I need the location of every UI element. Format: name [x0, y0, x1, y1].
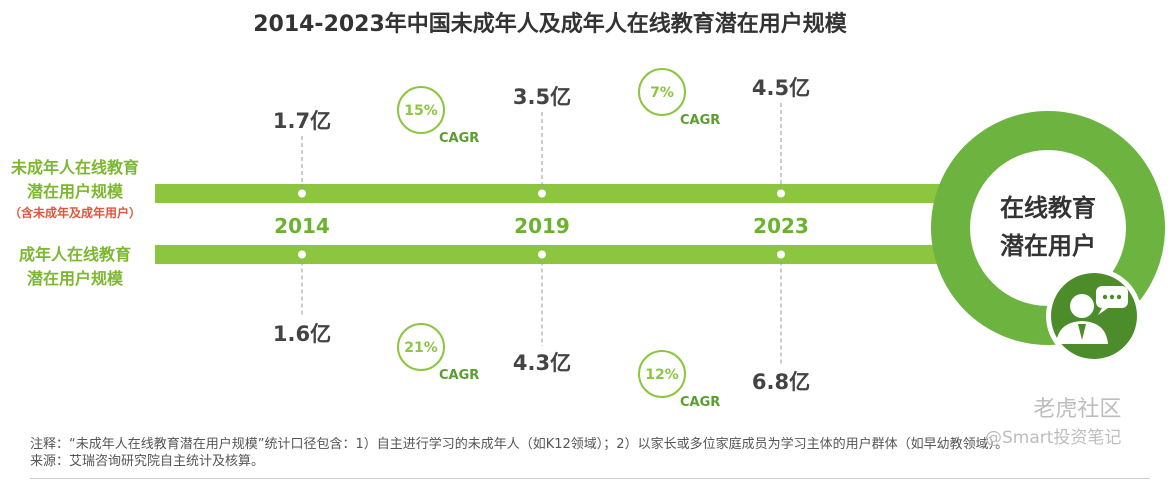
row-label-adults-line1: 成年人在线教育: [18, 245, 131, 264]
watermark: 老虎社区 @Smart投资笔记: [985, 396, 1121, 452]
value-label-adults-2023: 6.8亿: [752, 370, 810, 394]
row-label-minors-note: （含未成年及成年用户）: [8, 206, 141, 220]
value-label-adults-2019: 4.3亿: [513, 351, 571, 375]
cagr-value-2: 7%: [650, 85, 674, 101]
bottom-divider: [30, 478, 1150, 479]
circle-label-line2: 潜在用户: [1000, 232, 1096, 260]
year-label-2014: 2014: [274, 214, 330, 238]
bar-adults: [155, 245, 955, 264]
user-icon-badge: [1051, 273, 1137, 359]
watermark-line1: 老虎社区: [1033, 397, 1122, 422]
year-label-2023: 2023: [753, 214, 809, 238]
watermark-line2: @Smart投资笔记: [985, 428, 1122, 448]
users-circle-inner: [970, 150, 1126, 306]
cagr-circle-1: [397, 86, 445, 134]
value-label-minors-2014: 1.7亿: [273, 109, 331, 133]
point-minors-2023: [777, 189, 785, 198]
row-label-minors: 未成年人在线教育 潜在用户规模 （含未成年及成年用户）: [0, 156, 150, 222]
row-label-adults: 成年人在线教育 潜在用户规模: [0, 243, 150, 291]
speech-bubble-tail-icon: [1098, 308, 1108, 315]
cagr-circle-3: [397, 323, 445, 371]
cagr-label-2: CAGR: [680, 113, 720, 128]
cagr-value-3: 21%: [404, 340, 438, 356]
cagr-label-1: CAGR: [439, 131, 479, 146]
cagr-circle-4: [638, 350, 686, 398]
speech-dot-3: [1116, 294, 1122, 300]
row-label-minors-line2: 潜在用户规模: [26, 182, 123, 201]
speech-dot-2: [1109, 294, 1115, 300]
chart-title: 2014-2023年中国未成年人及成年人在线教育潜在用户规模: [253, 12, 847, 37]
value-label-minors-2023: 4.5亿: [752, 76, 810, 100]
year-label-2019: 2019: [514, 214, 570, 238]
cagr-value-1: 15%: [404, 103, 438, 119]
point-minors-2014: [298, 189, 306, 198]
point-minors-2019: [538, 189, 546, 198]
user-tie-icon: [1078, 324, 1086, 340]
footnote: 注释：“未成年人在线教育潜在用户规模”统计口径包含：1）自主进行学习的未成年人（…: [30, 436, 1150, 470]
bar-minors: [155, 184, 955, 203]
cagr-label-4: CAGR: [680, 395, 720, 410]
cagr-value-4: 12%: [645, 367, 679, 383]
point-adults-2014: [298, 250, 306, 259]
footnote-source: 来源：艾瑞咨询研究院自主统计及核算。: [30, 454, 265, 469]
value-label-adults-2014: 1.6亿: [273, 322, 331, 346]
cagr-circle-2: [638, 68, 686, 116]
row-label-minors-line1: 未成年人在线教育: [10, 158, 139, 177]
circle-label-line1: 在线教育: [1000, 194, 1096, 222]
point-adults-2019: [538, 250, 546, 259]
value-label-minors-2019: 3.5亿: [513, 85, 571, 109]
speech-dot-1: [1102, 294, 1108, 300]
footnote-note: 注释：“未成年人在线教育潜在用户规模”统计口径包含：1）自主进行学习的未成年人（…: [30, 437, 1009, 452]
cagr-label-3: CAGR: [439, 368, 479, 383]
point-adults-2023: [777, 250, 785, 259]
user-head-icon: [1070, 294, 1094, 318]
row-label-adults-line2: 潜在用户规模: [26, 269, 123, 288]
